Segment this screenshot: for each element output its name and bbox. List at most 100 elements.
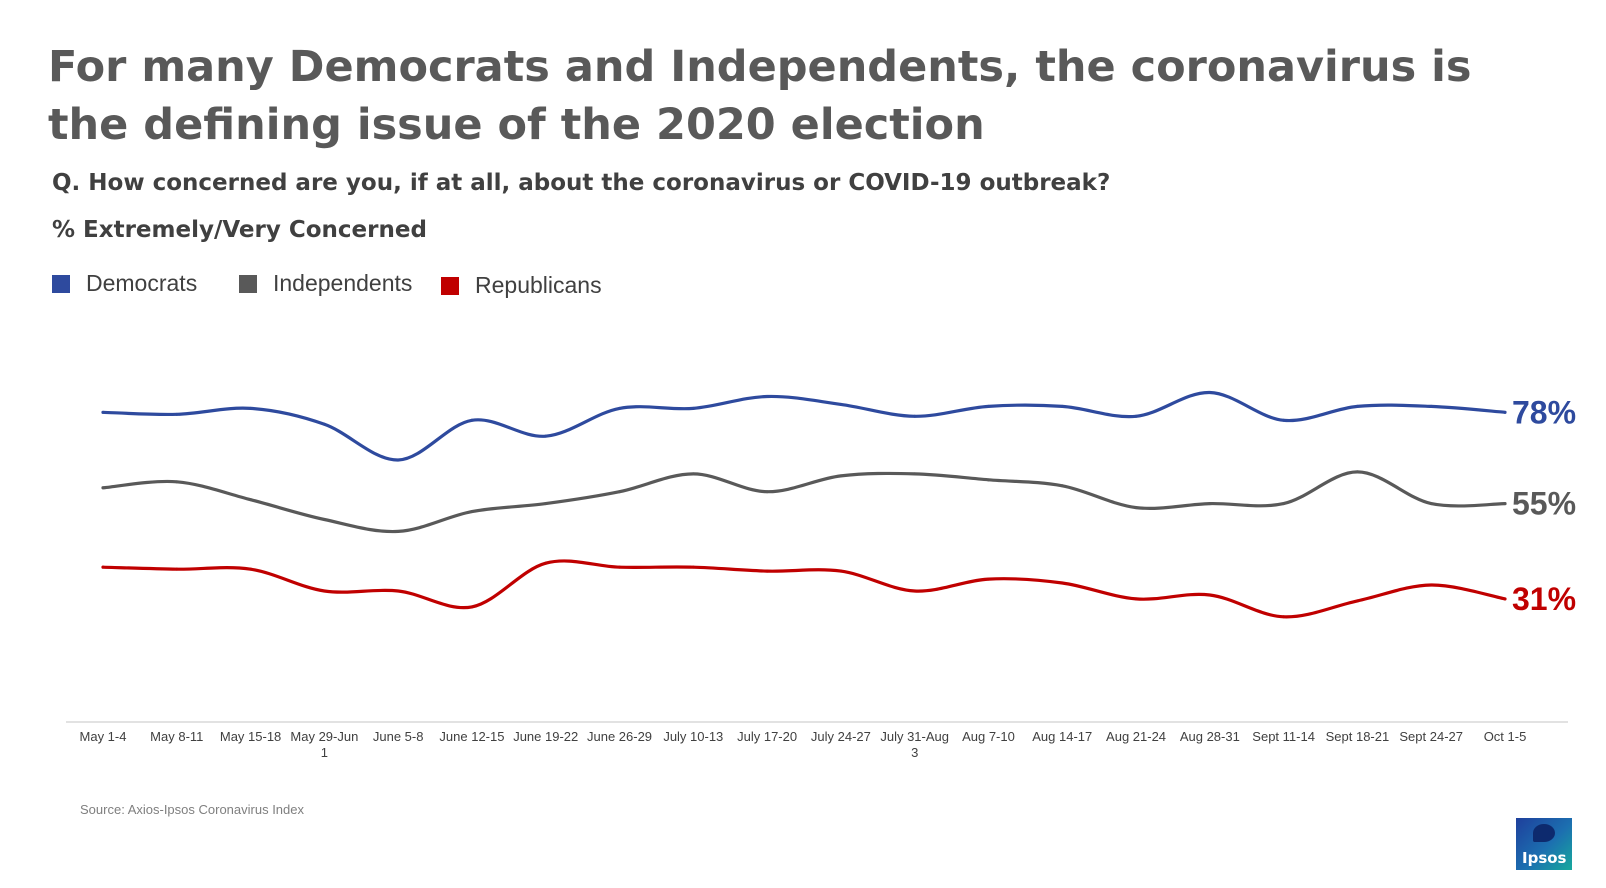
data-point-republicans <box>396 589 400 593</box>
data-point-independents <box>618 490 622 494</box>
series-line-republicans <box>101 559 1507 619</box>
x-tick-label: May 8-11 <box>150 729 203 744</box>
x-tick-label: June 12-15 <box>439 729 504 744</box>
data-point-democrats <box>691 406 695 410</box>
data-point-republicans <box>1429 583 1433 587</box>
data-point-democrats <box>1503 410 1507 414</box>
x-tick-label: Sept 24-27 <box>1399 729 1463 744</box>
logo-text: Ipsos <box>1522 849 1567 867</box>
data-point-independents <box>322 518 326 522</box>
x-tick-label: Sept 18-21 <box>1326 729 1390 744</box>
data-point-independents <box>396 529 400 533</box>
data-point-republicans <box>691 565 695 569</box>
legend-item-republicans: Republicans <box>441 272 602 299</box>
x-tick-label: June 19-22 <box>513 729 578 744</box>
x-tick-label: Oct 1-5 <box>1484 729 1527 744</box>
x-tick-label: June 26-29 <box>587 729 652 744</box>
data-point-democrats <box>1429 404 1433 408</box>
legend-item-democrats: Democrats <box>52 270 197 297</box>
data-point-democrats <box>396 458 400 462</box>
data-point-republicans <box>1282 615 1286 619</box>
data-point-independents <box>765 490 769 494</box>
legend-label-democrats: Democrats <box>86 270 198 296</box>
data-point-independents <box>1134 506 1138 510</box>
legend-swatch-republicans <box>441 276 459 295</box>
data-point-republicans <box>986 577 990 581</box>
data-point-democrats <box>322 422 326 426</box>
end-label-democrats: 78% <box>1512 394 1576 430</box>
x-tick-label: Sept 11-14 <box>1252 729 1315 744</box>
data-point-republicans <box>839 569 843 573</box>
data-point-democrats <box>249 406 253 410</box>
x-tick-label: July 31-Aug 3 <box>880 729 949 760</box>
data-point-democrats <box>765 394 769 398</box>
legend-label-independents: Independents <box>273 270 413 296</box>
data-point-republicans <box>1355 599 1359 603</box>
data-point-democrats <box>175 412 179 416</box>
data-point-independents <box>691 472 695 476</box>
x-tick-label: Aug 7-10 <box>962 729 1015 744</box>
data-point-republicans <box>618 565 622 569</box>
data-point-republicans <box>175 567 179 571</box>
data-point-independents <box>249 498 253 502</box>
data-point-republicans <box>1208 593 1212 597</box>
data-point-republicans <box>1134 597 1138 601</box>
data-point-democrats <box>1282 418 1286 422</box>
x-tick-label: May 15-18 <box>220 729 281 744</box>
data-point-independents <box>1282 502 1286 506</box>
data-point-independents <box>1355 470 1359 474</box>
data-point-republicans <box>765 569 769 573</box>
data-point-democrats <box>1208 390 1212 394</box>
source-note: Source: Axios-Ipsos Coronavirus Index <box>80 802 304 817</box>
data-point-democrats <box>101 410 105 414</box>
x-tick-label: May 29-Jun 1 <box>290 729 358 760</box>
legend-swatch-democrats <box>52 274 70 293</box>
x-tick-label: July 17-20 <box>737 729 797 744</box>
data-point-democrats <box>544 434 548 438</box>
data-point-democrats <box>1355 404 1359 408</box>
data-point-republicans <box>249 567 253 571</box>
legend-label-republicans: Republicans <box>475 272 602 298</box>
data-point-independents <box>839 474 843 478</box>
data-point-democrats <box>618 406 622 410</box>
x-tick-label: Aug 28-31 <box>1180 729 1240 744</box>
data-point-democrats <box>913 414 917 418</box>
ipsos-logo: Ipsos <box>1516 818 1572 870</box>
x-tick-label: May 1-4 <box>80 729 127 744</box>
data-point-democrats <box>470 418 474 422</box>
logo-bubble-icon <box>1533 824 1555 842</box>
survey-question: Q. How concerned are you, if at all, abo… <box>52 170 1111 196</box>
legend-swatch-independents <box>239 274 257 293</box>
page-title: For many Democrats and Independents, the… <box>48 42 1472 150</box>
data-point-republicans <box>322 589 326 593</box>
x-tick-label: July 24-27 <box>811 729 871 744</box>
data-point-republicans <box>913 589 917 593</box>
x-tick-label: Aug 21-24 <box>1106 729 1166 744</box>
measure-label: % Extremely/Very Concerned <box>52 217 427 243</box>
data-point-republicans <box>1060 581 1064 585</box>
data-point-independents <box>544 502 548 506</box>
x-tick-label: June 5-8 <box>373 729 424 744</box>
data-point-republicans <box>101 565 105 569</box>
data-point-independents <box>1503 502 1507 506</box>
data-point-democrats <box>1134 414 1138 418</box>
data-point-republicans <box>470 605 474 609</box>
data-point-democrats <box>1060 404 1064 408</box>
data-point-independents <box>913 472 917 476</box>
data-point-independents <box>101 486 105 490</box>
data-point-republicans <box>1503 597 1507 601</box>
end-label-independents: 55% <box>1512 486 1576 522</box>
data-point-independents <box>1060 484 1064 488</box>
data-point-republicans <box>544 561 548 565</box>
legend-item-independents: Independents <box>239 270 412 297</box>
data-point-independents <box>175 480 179 484</box>
data-point-democrats <box>986 404 990 408</box>
series-line-independents <box>101 470 1507 534</box>
x-tick-label: Aug 14-17 <box>1032 729 1092 744</box>
end-label-republicans: 31% <box>1512 581 1576 617</box>
data-point-independents <box>986 478 990 482</box>
data-point-independents <box>1208 502 1212 506</box>
data-point-independents <box>470 510 474 514</box>
data-point-democrats <box>839 402 843 406</box>
